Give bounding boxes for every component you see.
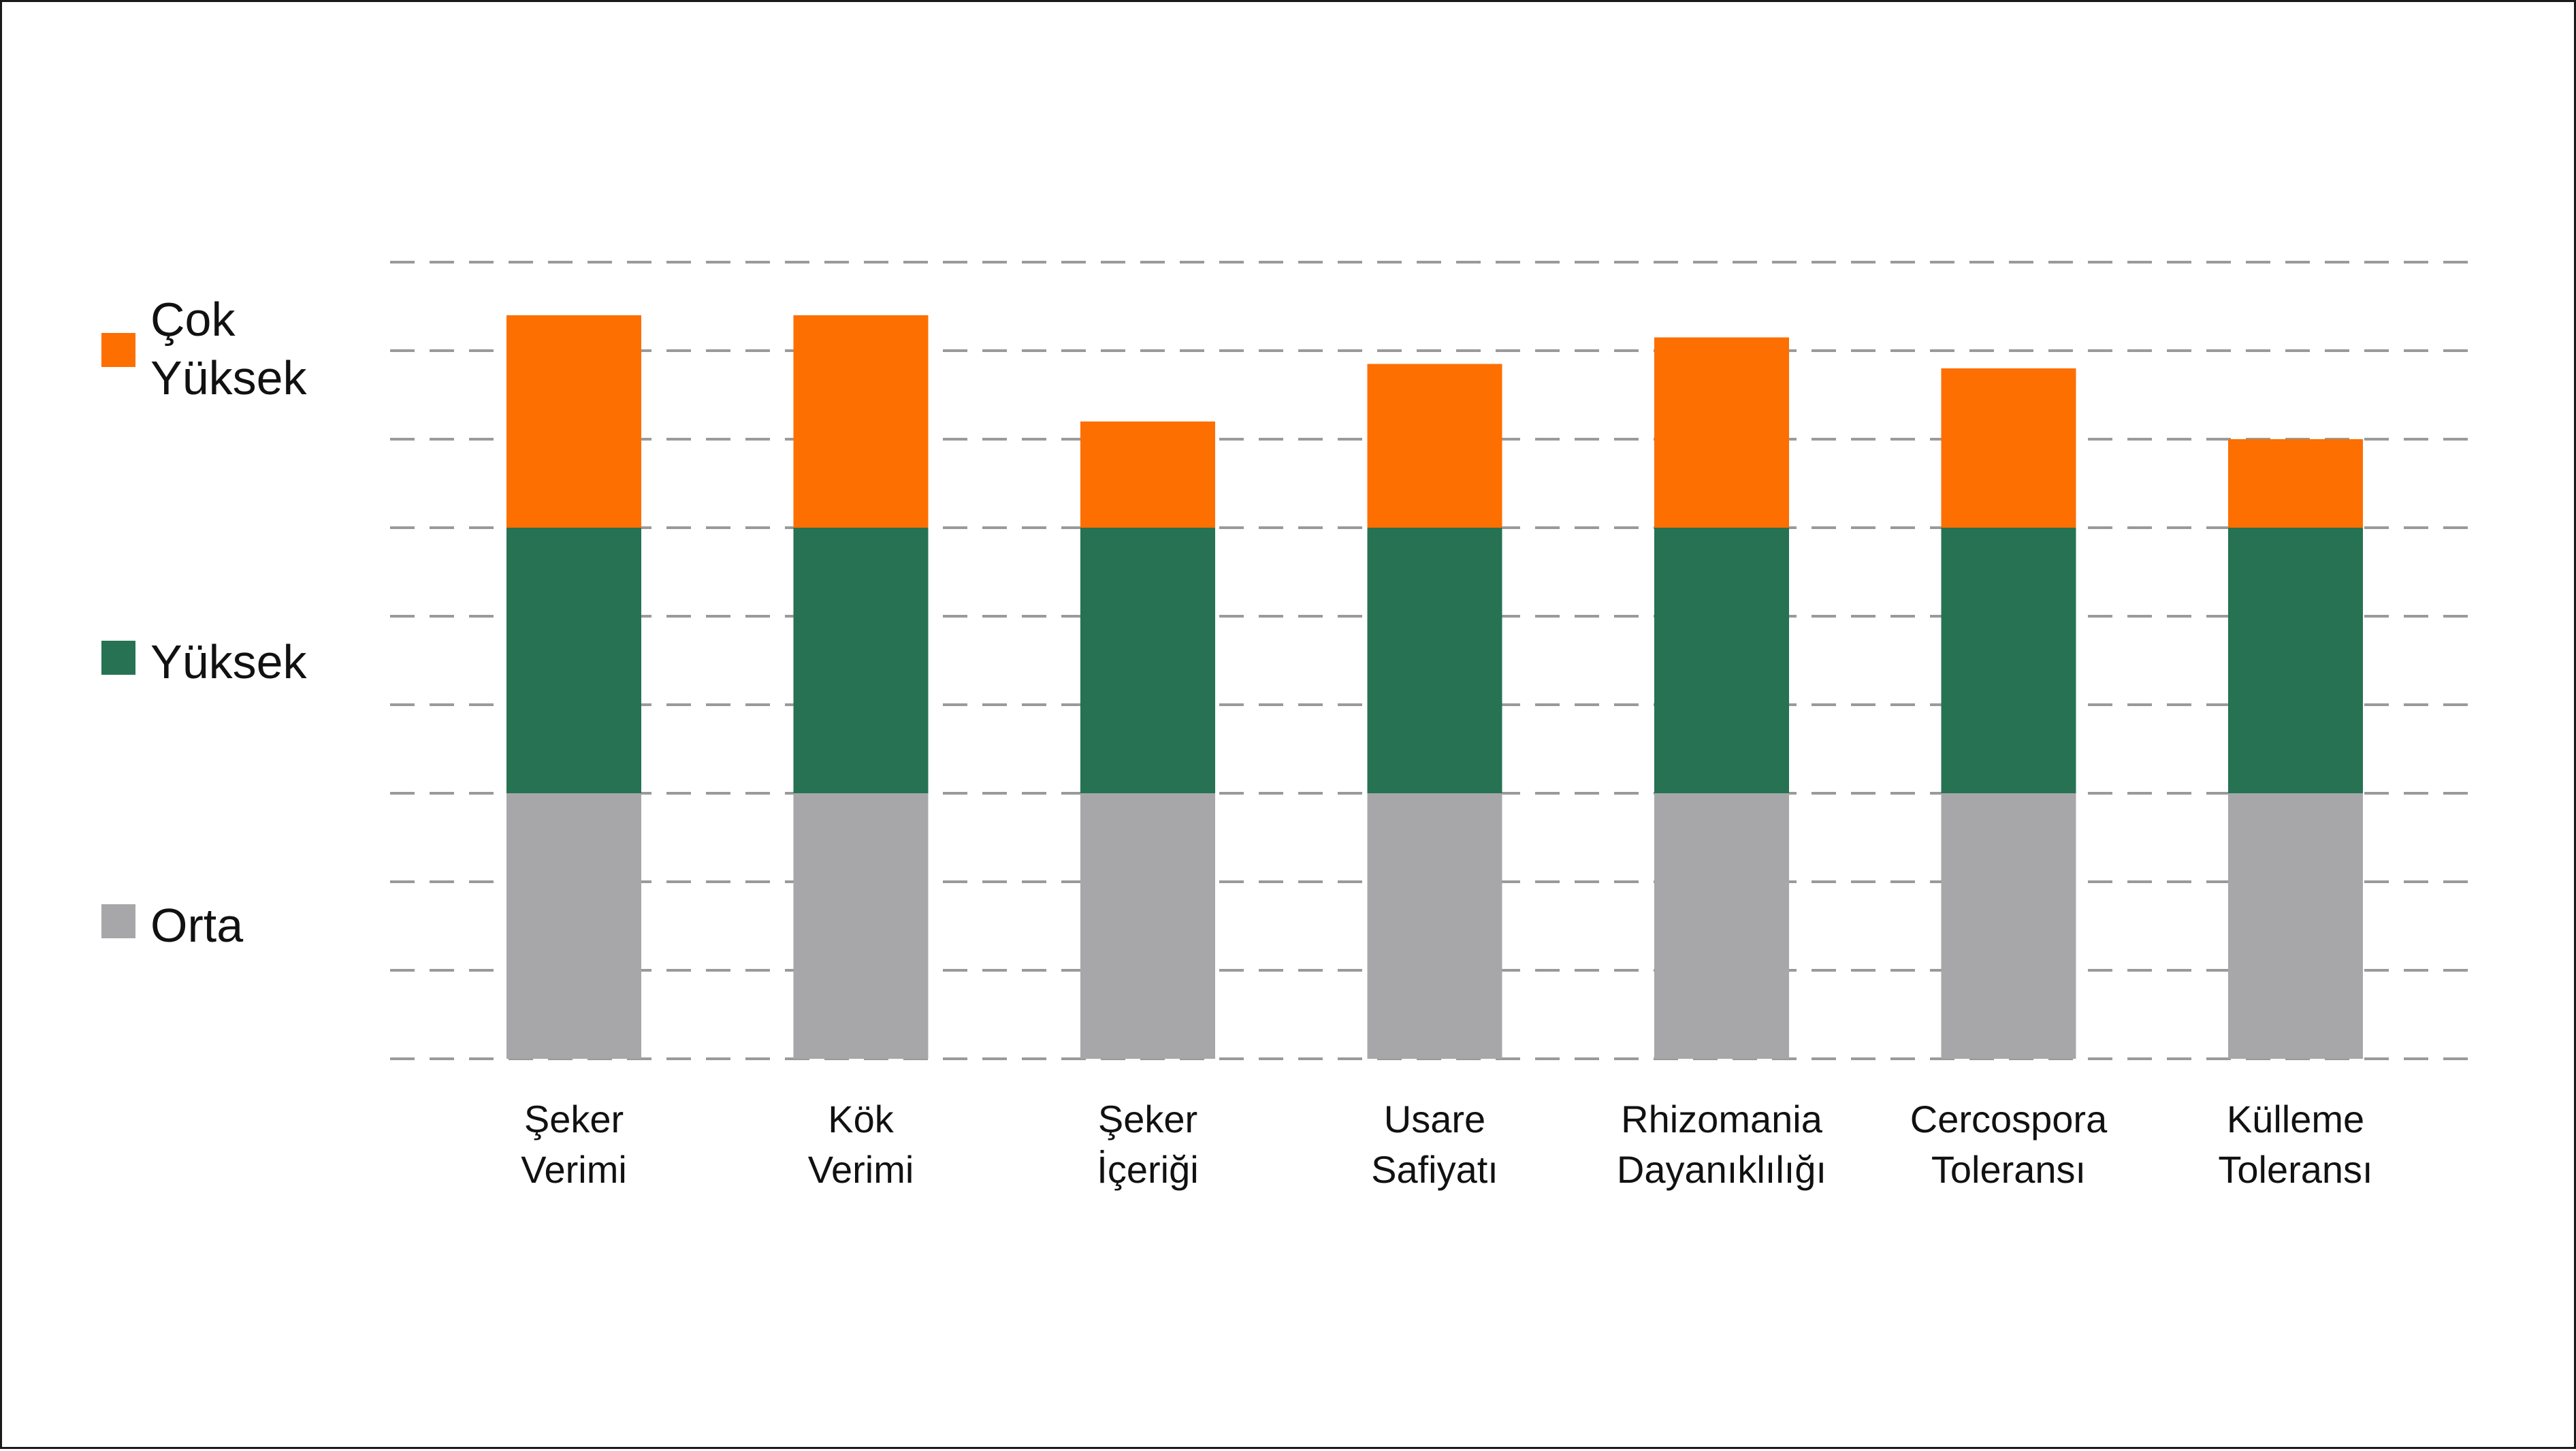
bar-segment-orta <box>793 793 929 1059</box>
bar-segment-orta <box>1080 793 1215 1059</box>
legend-swatch <box>101 641 135 675</box>
x-tick-label: Cercospora Toleransı <box>1910 1098 2108 1191</box>
bar-segment-yuksek <box>506 528 641 793</box>
bar-segment-yuksek <box>1080 528 1215 793</box>
bar-segment-orta <box>506 793 641 1059</box>
bar-segment-yuksek <box>2228 528 2363 793</box>
x-axis-labels: Şeker Verimi Kök Verimi Şeker İçeriği Usare Saf… <box>521 1098 2372 1191</box>
x-tick-label: Şeker Verimi <box>521 1098 627 1191</box>
bar-segment-cok-yuksek <box>2228 439 2363 528</box>
legend-label: Yüksek <box>150 635 308 688</box>
bar-segment-orta <box>1654 793 1789 1059</box>
legend-swatch <box>101 904 135 938</box>
bar-segment-cok-yuksek <box>1080 421 1215 528</box>
legend: Çok Yüksek Yüksek Orta <box>101 293 308 952</box>
bar-segment-cok-yuksek <box>506 315 641 528</box>
x-tick-label: Şeker İçeriği <box>1097 1098 1198 1191</box>
legend-label: Orta <box>150 899 243 952</box>
bar-segment-cok-yuksek <box>793 315 929 528</box>
bar-segment-cok-yuksek <box>1941 368 2076 528</box>
x-tick-label: Külleme Toleransı <box>2218 1098 2372 1191</box>
x-tick-label: Kök Verimi <box>808 1098 914 1191</box>
bar-segment-yuksek <box>793 528 929 793</box>
legend-swatch <box>101 333 135 367</box>
x-tick-label: Usare Safiyatı <box>1371 1098 1498 1191</box>
bar-segment-cok-yuksek <box>1654 337 1789 528</box>
bar-segment-yuksek <box>1941 528 2076 793</box>
legend-label: Çok Yüksek <box>150 293 308 404</box>
bar-segment-cok-yuksek <box>1367 364 1502 528</box>
x-tick-label: Rhizomania Dayanıklılığı <box>1617 1098 1826 1191</box>
bar-segment-yuksek <box>1654 528 1789 793</box>
bar-segment-orta <box>1941 793 2076 1059</box>
bar-segment-orta <box>2228 793 2363 1059</box>
bar-segment-yuksek <box>1367 528 1502 793</box>
bars <box>506 315 2363 1059</box>
bar-segment-orta <box>1367 793 1502 1059</box>
